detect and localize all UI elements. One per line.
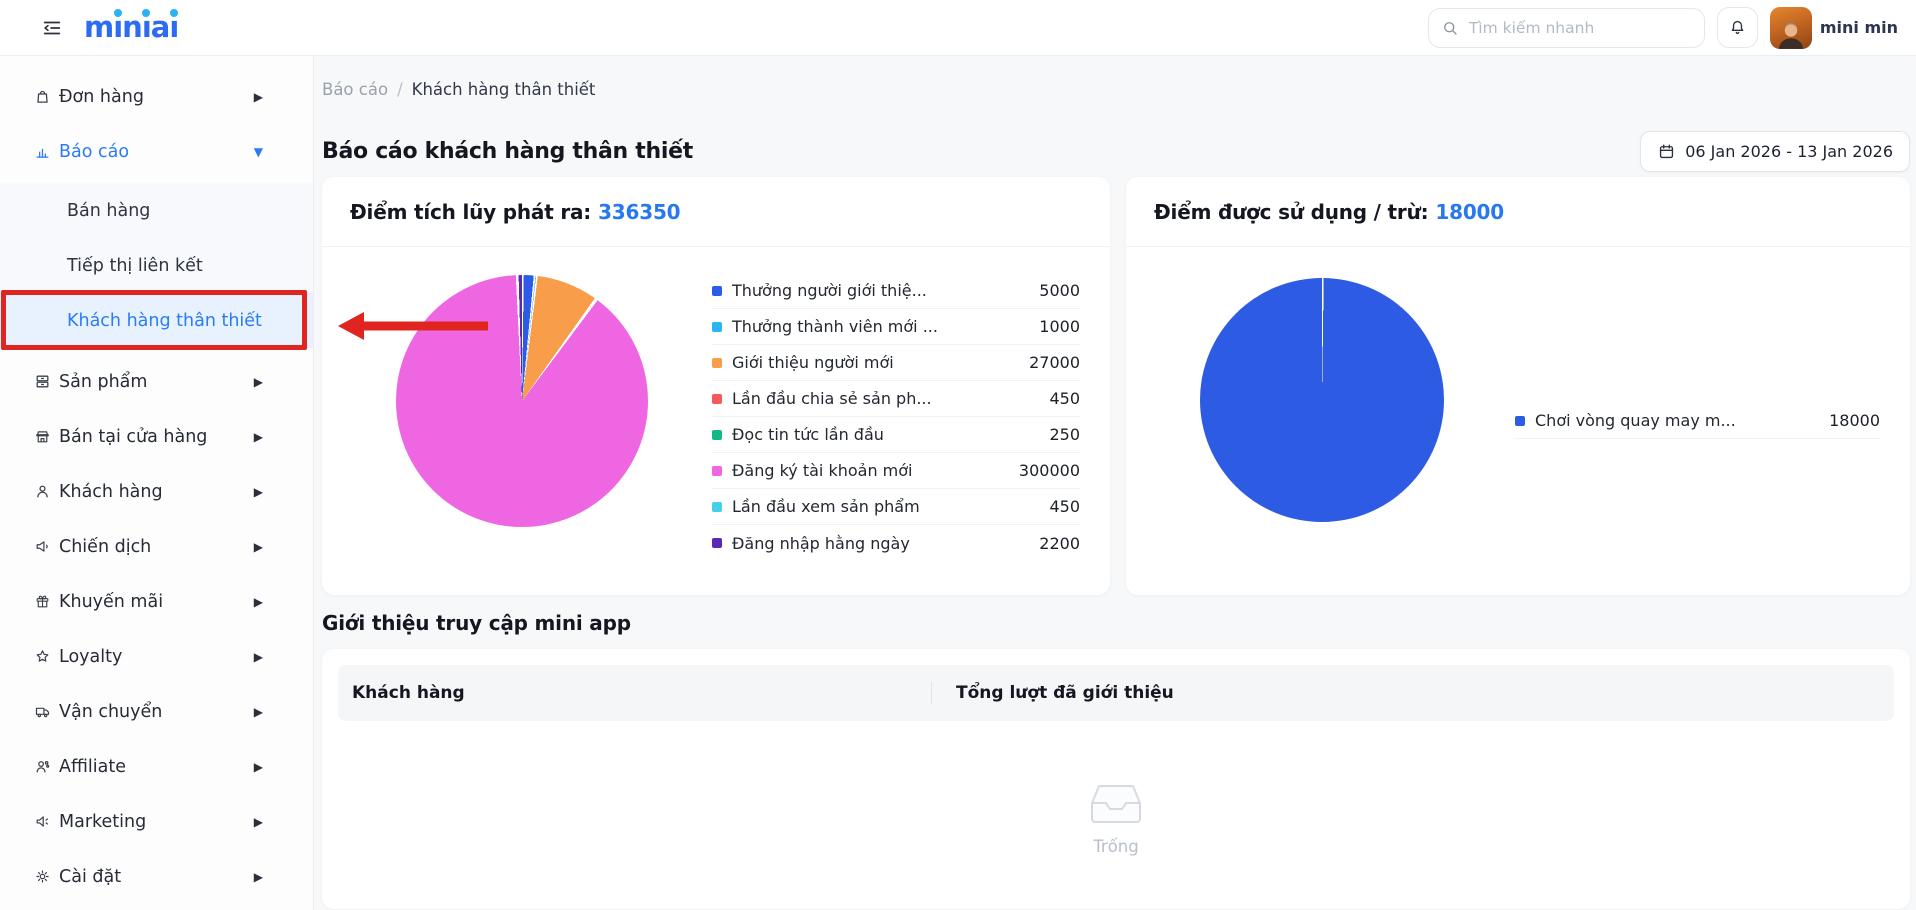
referral-table-card: Khách hàng Tổng lượt đã giới thiệu Trống	[322, 649, 1910, 909]
date-range-button[interactable]: 06 Jan 2026 - 13 Jan 2026	[1640, 130, 1910, 172]
sidebar-collapse-icon[interactable]	[38, 14, 66, 42]
sidebar-item-loyalty[interactable]: Loyalty ▶	[0, 629, 313, 684]
calendar-icon	[1660, 143, 1674, 158]
product-icon	[34, 373, 51, 390]
column-header-tong-luot: Tổng lượt đã giới thiệu	[956, 683, 1174, 703]
chevron-right-icon: ▶	[253, 649, 263, 664]
legend-swatch	[712, 357, 722, 368]
empty-inbox-icon	[1091, 785, 1141, 823]
bell-icon	[1731, 20, 1744, 34]
date-range-label: 06 Jan 2026 - 13 Jan 2026	[1685, 141, 1893, 161]
empty-state-text: Trống	[1093, 837, 1139, 856]
sidebar-item-chien-dich[interactable]: Chiến dịch ▶	[0, 519, 313, 574]
points-used-card: Điểm được sử dụng / trừ: 18000 Chơi vòng…	[1126, 177, 1910, 595]
legend-item[interactable]: Đăng nhập hằng ngày 2200	[712, 525, 1080, 561]
points-used-value: 18000	[1435, 199, 1504, 224]
points-issued-header: Điểm tích lũy phát ra: 336350	[322, 177, 1110, 247]
legend-item[interactable]: Thưởng thành viên mới ... 1000	[712, 309, 1080, 345]
legend-swatch	[712, 285, 722, 296]
chevron-right-icon: ▶	[253, 759, 263, 774]
sidebar-item-san-pham[interactable]: Sản phẩm ▶	[0, 354, 313, 409]
sidebar-item-ban-tai-cua-hang[interactable]: Bán tại cửa hàng ▶	[0, 409, 313, 464]
sidebar-subitem-ban-hang[interactable]: Bán hàng	[67, 200, 151, 221]
sidebar-subitem-tiep-thi-lien-ket[interactable]: Tiếp thị liên kết	[67, 255, 203, 276]
avatar	[1769, 6, 1812, 49]
legend-item[interactable]: Đọc tin tức lần đầu 250	[712, 417, 1080, 453]
chevron-right-icon: ▶	[253, 374, 263, 389]
chevron-down-icon: ▼	[253, 144, 263, 159]
user-name: mini min	[1819, 18, 1898, 37]
legend-swatch	[712, 321, 722, 332]
order-bag-icon	[34, 88, 51, 105]
affiliate-icon	[34, 758, 51, 775]
sidebar-item-affiliate[interactable]: Affiliate ▶	[0, 739, 313, 794]
points-issued-card: Điểm tích lũy phát ra: 336350 Thưởng ngư…	[322, 177, 1110, 595]
points-used-pie-chart[interactable]	[1200, 278, 1444, 522]
breadcrumb-separator: /	[397, 80, 403, 99]
report-submenu: Bán hàng Tiếp thị liên kết Khách hàng th…	[0, 183, 313, 348]
breadcrumb-current: Khách hàng thân thiết	[411, 80, 596, 99]
legend-item[interactable]: Lần đầu chia sẻ sản ph... 450	[712, 381, 1080, 417]
empty-state: Trống	[338, 783, 1894, 856]
customer-icon	[34, 483, 51, 500]
chevron-right-icon: ▶	[253, 869, 263, 884]
referral-section-title: Giới thiệu truy cập mini app	[322, 611, 631, 635]
chevron-right-icon: ▶	[253, 89, 263, 104]
chevron-right-icon: ▶	[253, 429, 263, 444]
breadcrumb: Báo cáo / Khách hàng thân thiết	[322, 80, 1910, 99]
legend-swatch	[712, 393, 722, 404]
sidebar: Đơn hàng ▶ Báo cáo ▼ Bán hàng Tiếp thị l…	[0, 56, 314, 910]
marketing-speaker-icon	[34, 813, 51, 830]
points-issued-value: 336350	[598, 199, 681, 224]
search-icon	[1443, 21, 1457, 35]
sidebar-item-marketing[interactable]: Marketing ▶	[0, 794, 313, 849]
legend-item[interactable]: Đăng ký tài khoản mới 300000	[712, 453, 1080, 489]
legend-item[interactable]: Chơi vòng quay may m... 18000	[1515, 403, 1880, 439]
sidebar-item-cai-dat[interactable]: Cài đặt ▶	[0, 849, 313, 904]
notifications-button[interactable]	[1716, 7, 1758, 48]
loyalty-star-icon	[34, 648, 51, 665]
page-title: Báo cáo khách hàng thân thiết	[322, 138, 693, 164]
store-icon	[34, 428, 51, 445]
points-issued-pie-chart[interactable]	[396, 275, 648, 527]
column-divider	[931, 682, 932, 704]
chevron-right-icon: ▶	[253, 484, 263, 499]
sidebar-item-khach-hang[interactable]: Khách hàng ▶	[0, 464, 313, 519]
breadcrumb-parent[interactable]: Báo cáo	[322, 80, 389, 99]
search-input[interactable]	[1468, 18, 1692, 37]
campaign-megaphone-icon	[34, 538, 51, 555]
points-issued-legend: Thưởng người giới thiệ... 5000 Thưởng thà…	[712, 273, 1080, 561]
main-content: Báo cáo / Khách hàng thân thiết Báo cáo …	[314, 56, 1916, 910]
quick-search	[1427, 7, 1705, 48]
points-used-header: Điểm được sử dụng / trừ: 18000	[1126, 177, 1910, 247]
chevron-right-icon: ▶	[253, 814, 263, 829]
report-chart-icon	[34, 143, 51, 160]
sidebar-subitem-khach-hang-than-thiet[interactable]: Khách hàng thân thiết	[0, 293, 313, 348]
legend-item[interactable]: Lần đầu xem sản phẩm 450	[712, 489, 1080, 525]
legend-swatch	[712, 429, 722, 440]
points-used-legend: Chơi vòng quay may m... 18000	[1515, 403, 1880, 439]
legend-swatch	[712, 501, 722, 512]
sidebar-item-khuyen-mai[interactable]: Khuyến mãi ▶	[0, 574, 313, 629]
settings-gear-icon	[34, 868, 51, 885]
chevron-right-icon: ▶	[253, 704, 263, 719]
sidebar-item-van-chuyen[interactable]: Vận chuyển ▶	[0, 684, 313, 739]
legend-swatch	[712, 465, 722, 476]
chevron-right-icon: ▶	[253, 594, 263, 609]
legend-swatch	[712, 538, 722, 548]
promotion-gift-icon	[34, 593, 51, 610]
shipping-truck-icon	[34, 703, 51, 720]
legend-swatch	[1515, 415, 1525, 426]
legend-item[interactable]: Thưởng người giới thiệ... 5000	[712, 273, 1080, 309]
sidebar-item-don-hang[interactable]: Đơn hàng ▶	[0, 69, 313, 124]
column-header-khach-hang: Khách hàng	[352, 683, 465, 703]
user-menu[interactable]: mini min	[1769, 6, 1898, 49]
chevron-right-icon: ▶	[253, 539, 263, 554]
legend-item[interactable]: Giới thiệu người mới 27000	[712, 345, 1080, 381]
sidebar-item-bao-cao[interactable]: Báo cáo ▼	[0, 124, 313, 179]
referral-table-header: Khách hàng Tổng lượt đã giới thiệu	[338, 665, 1894, 721]
